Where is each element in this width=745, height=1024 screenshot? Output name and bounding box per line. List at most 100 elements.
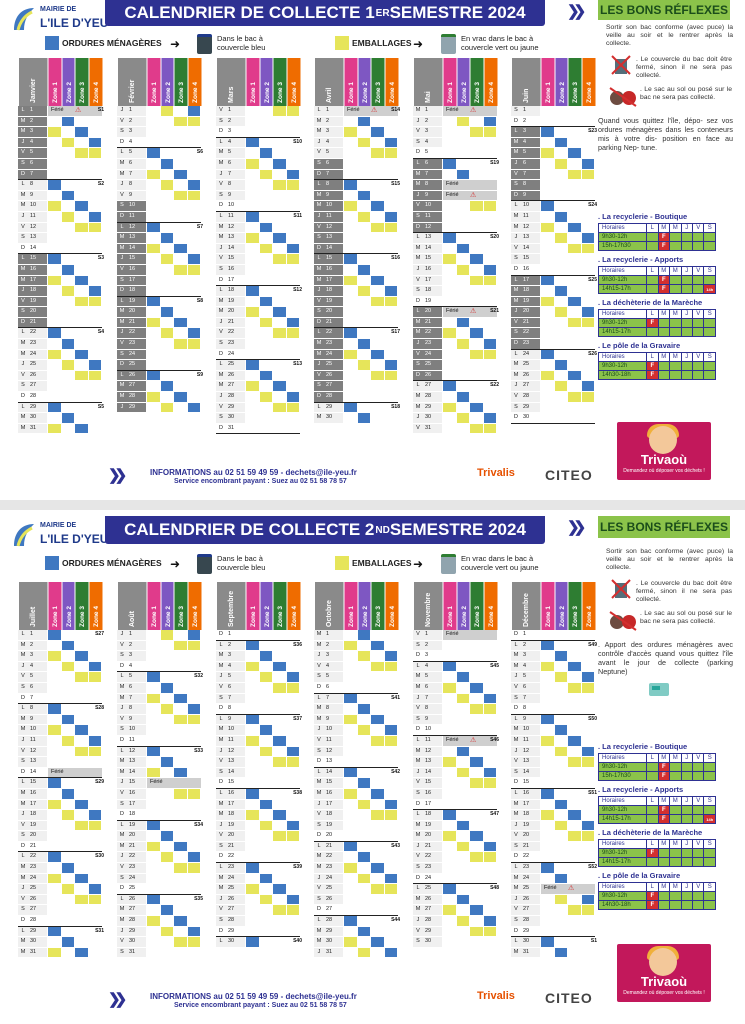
collect-cell: [187, 116, 201, 127]
day-row: M 17: [511, 799, 595, 811]
chevrons-icon: ❯❯: [108, 467, 127, 484]
hours-header-cell: V: [691, 753, 705, 763]
collect-cell: [286, 630, 300, 640]
collect-cell: [443, 423, 457, 434]
day-number: 11: [423, 735, 443, 746]
day-row: M 16: [314, 264, 398, 276]
day-row: S 28: [216, 916, 300, 927]
collect-cell: [371, 841, 385, 852]
collect-cell: [581, 339, 595, 349]
collect-cell: [75, 180, 89, 190]
collect-cell: [470, 640, 484, 651]
collect-cell: [384, 137, 398, 148]
day-letter: V: [18, 746, 28, 757]
collect-cell: [581, 852, 595, 863]
day-row: L 23 S39: [216, 863, 302, 874]
day-number: 4: [127, 137, 147, 148]
holiday-label: Férié ⚠: [443, 106, 497, 116]
day-number: 19: [324, 820, 344, 831]
collect-cell: [174, 211, 188, 222]
calendar-semester-2: MAIRIE DE L'ILE D'YEU CALENDRIER DE COLL…: [0, 510, 745, 1010]
collect-cell: [48, 169, 62, 180]
collect-cell: [541, 116, 555, 127]
collect-cell: [371, 180, 385, 190]
collect-cell: [456, 254, 470, 264]
day-row: L 27 S22: [413, 381, 499, 393]
hours-slot: 14h30-18h: [597, 900, 648, 910]
collect-cell: [273, 693, 287, 704]
collect-cell: [384, 714, 398, 725]
day-number: 4: [521, 137, 541, 148]
collect-cell: [357, 937, 371, 947]
day-row: M 21: [413, 317, 497, 329]
collect-cell: [273, 116, 287, 127]
day-letter: D: [117, 810, 127, 820]
day-letter: V: [216, 106, 226, 116]
hours-day-cell: [691, 370, 705, 380]
day-row: D 17: [413, 799, 497, 811]
collect-cell: [568, 640, 582, 651]
collect-cell: [187, 201, 201, 211]
collect-cell: [568, 360, 582, 370]
day-number: 12: [521, 222, 541, 233]
side-panel: Sortir son bac conforme (avec puce) la v…: [598, 24, 733, 152]
collect-cell: [371, 402, 385, 413]
trivaou-banner[interactable]: Trivaoù Demandez où déposer vos déchets …: [617, 944, 711, 1002]
collect-cell: [581, 381, 595, 392]
collect-cell: [443, 672, 457, 682]
collect-cell: [88, 672, 102, 682]
day-number: 24: [28, 873, 48, 884]
collect-cell: [160, 651, 174, 661]
day-number: 5: [521, 672, 541, 682]
collect-cell: [160, 211, 174, 222]
zone-header: Zone 4: [483, 58, 497, 106]
collect-cell: [483, 937, 497, 947]
hours-header-cell: M: [657, 753, 671, 763]
day-letter: V: [216, 254, 226, 264]
collect-cell: [384, 916, 398, 926]
day-number: 17: [423, 275, 443, 286]
collect-cell: [147, 190, 161, 201]
collect-cell: [470, 370, 484, 381]
collect-cell: [48, 392, 62, 402]
day-letter: M: [18, 863, 28, 873]
hours-day-cell: [668, 900, 682, 910]
zone-header: Zone 3: [470, 58, 484, 106]
collect-cell: [187, 873, 201, 884]
day-row: L 22 S17: [314, 328, 400, 340]
collect-cell: [160, 852, 174, 863]
day-letter: V: [314, 222, 324, 233]
day-row: S 13: [18, 233, 102, 244]
day-number: 11: [127, 211, 147, 222]
day-letter: J: [413, 916, 423, 926]
collect-cell: [174, 894, 188, 905]
day-number: 13: [521, 233, 541, 243]
collect-cell: [541, 328, 555, 339]
collect-cell: [88, 286, 102, 296]
collect-cell: [384, 778, 398, 788]
collect-cell: [483, 264, 497, 275]
collect-cell: [568, 328, 582, 339]
collect-cell: [174, 937, 188, 947]
collect-cell: [273, 381, 287, 392]
collect-cell: [554, 693, 568, 704]
trivaou-banner[interactable]: Trivaoù Demandez où déposer vos déchets …: [617, 422, 711, 480]
day-letter: J: [314, 725, 324, 735]
day-letter: J: [511, 158, 521, 169]
collect-cell: [75, 201, 89, 211]
collect-cell: [371, 116, 385, 127]
day-number: 2: [127, 116, 147, 127]
day-letter: J: [413, 116, 423, 127]
collect-cell: [344, 714, 358, 725]
week-number: S15: [391, 181, 400, 188]
day-row: S 18: [413, 286, 497, 297]
collect-cell: [554, 106, 568, 116]
day-row: J 11: [18, 211, 102, 223]
day-number: 12: [28, 222, 48, 233]
day-number: 30: [28, 413, 48, 423]
day-row: M 22: [314, 852, 398, 864]
collect-cell: [357, 190, 371, 201]
